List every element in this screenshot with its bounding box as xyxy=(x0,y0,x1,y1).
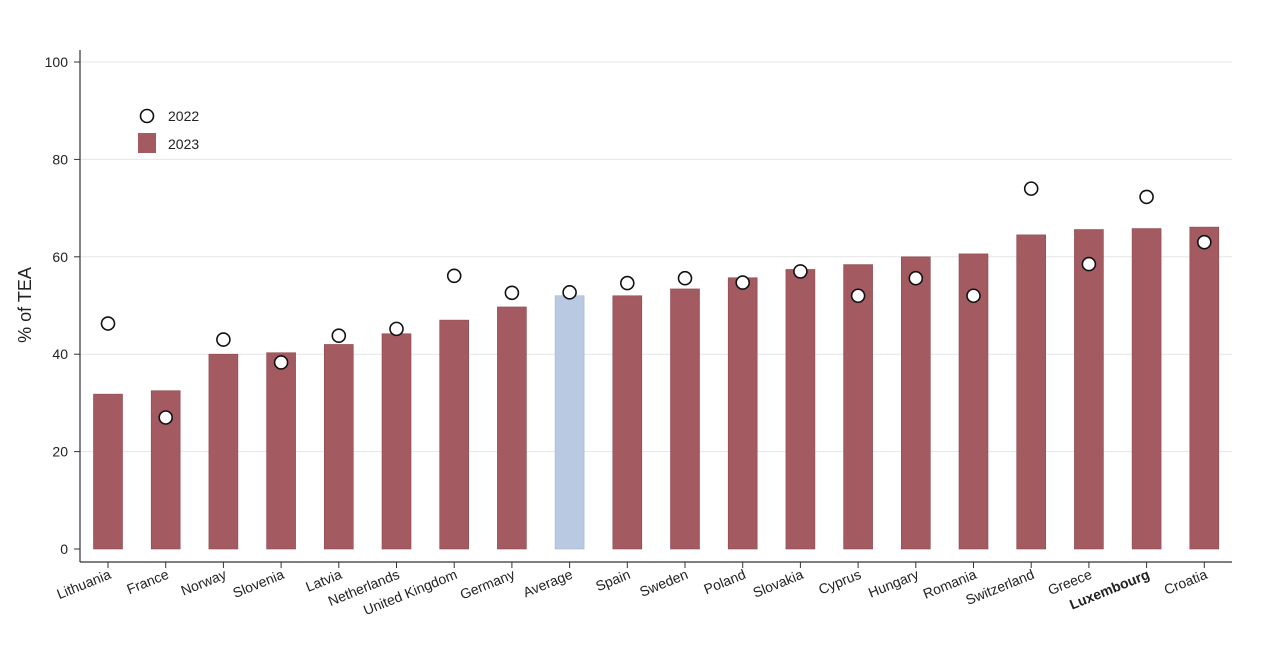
marker-2022-spain xyxy=(619,275,635,291)
y-axis-title: % of TEA xyxy=(15,267,35,343)
x-tick-label-france: France xyxy=(124,566,171,597)
y-tick-label-40: 40 xyxy=(52,346,68,362)
marker-2022-luxembourg xyxy=(1139,189,1154,205)
y-tick-labels: 0 20 40 60 80 100 xyxy=(45,54,80,557)
marker-2022-cyprus xyxy=(850,288,866,304)
gridlines xyxy=(80,61,1232,453)
y-tick-label-80: 80 xyxy=(52,151,68,167)
bar-average xyxy=(554,295,585,550)
marker-2022-hungary xyxy=(908,270,924,286)
legend-label-2022: 2022 xyxy=(168,108,199,124)
y-tick-label-100: 100 xyxy=(45,54,69,70)
bar-slovenia xyxy=(266,352,296,550)
x-tick-label-average: Average xyxy=(521,566,575,600)
marker-2022-average xyxy=(562,285,577,300)
bar-luxembourg xyxy=(1131,228,1162,550)
x-tick-label-croatia: Croatia xyxy=(1162,566,1210,598)
bar-poland xyxy=(727,277,758,550)
marker-2022-greece xyxy=(1081,256,1097,272)
bar-lithuania xyxy=(93,393,123,550)
markers-2022 xyxy=(100,181,1212,425)
marker-2022-romania xyxy=(966,288,981,304)
marker-2022-slovakia xyxy=(793,264,808,279)
x-tick-label-spain: Spain xyxy=(593,566,632,594)
x-tick-label-germany: Germany xyxy=(458,566,517,602)
bar-romania xyxy=(958,253,989,550)
y-tick-label-0: 0 xyxy=(60,541,68,557)
bar-latvia xyxy=(323,344,354,550)
x-tick-label-cyprus: Cyprus xyxy=(816,566,863,597)
bar-sweden xyxy=(670,288,700,550)
bar-united-kingdom xyxy=(439,319,470,550)
bar-croatia xyxy=(1189,226,1220,550)
y-tick-label-20: 20 xyxy=(52,444,68,460)
axes xyxy=(79,50,1232,563)
marker-2022-norway xyxy=(216,332,231,347)
x-tick-label-slovenia: Slovenia xyxy=(230,566,286,601)
bar-germany xyxy=(497,306,527,550)
marker-2022-slovenia xyxy=(273,355,289,370)
y-tick-label-60: 60 xyxy=(52,249,68,265)
x-tick-label-poland: Poland xyxy=(701,566,747,597)
bar-norway xyxy=(208,353,239,550)
marker-2022-france xyxy=(158,410,173,425)
marker-2022-switzerland xyxy=(1023,181,1039,196)
x-tick-label-hungary: Hungary xyxy=(866,566,921,601)
marker-2022-latvia xyxy=(331,328,347,343)
x-tick-label-norway: Norway xyxy=(179,566,229,599)
legend: 2022 2023 xyxy=(138,108,199,153)
marker-2022-germany xyxy=(504,285,520,301)
x-tick-label-sweden: Sweden xyxy=(637,566,690,600)
bar-slovakia xyxy=(785,269,816,550)
marker-2022-poland xyxy=(735,275,751,290)
x-tick-label-lithuania: Lithuania xyxy=(54,566,113,602)
legend-label-2023: 2023 xyxy=(168,136,199,152)
bar-switzerland xyxy=(1016,234,1047,550)
marker-2022-lithuania xyxy=(100,316,116,331)
bar-hungary xyxy=(900,256,931,550)
bar-cyprus xyxy=(843,264,873,550)
legend-marker-2022 xyxy=(139,108,155,124)
marker-2022-croatia xyxy=(1197,234,1212,250)
marker-2022-netherlands xyxy=(389,321,404,337)
marker-2022-united-kingdom xyxy=(446,268,462,284)
bars-2023 xyxy=(93,226,1220,550)
bar-greece xyxy=(1074,229,1104,550)
x-tick-labels: Lithuania France Norway Slovenia LatviaNethe… xyxy=(54,562,1210,618)
x-tick-label-slovakia: Slovakia xyxy=(750,566,805,601)
bar-spain xyxy=(612,295,643,550)
marker-2022-sweden xyxy=(677,270,693,286)
bar-netherlands xyxy=(381,333,412,550)
legend-swatch-2023 xyxy=(138,133,156,153)
